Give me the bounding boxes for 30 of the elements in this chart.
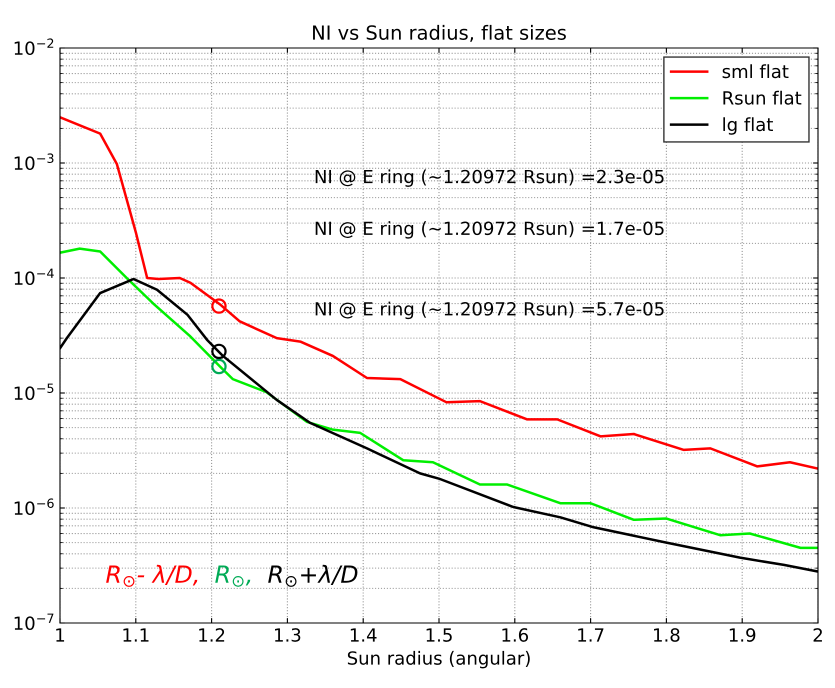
x-tick-label: 1 xyxy=(56,628,64,642)
y-tick-label: 10$^{−6}$ xyxy=(14,498,54,515)
chart-title: NI vs Sun radius, flat sizes xyxy=(313,24,566,42)
x-tick-label: 1.8 xyxy=(654,628,680,642)
annotation: R$_{⊙}$- λ/D, xyxy=(106,564,198,587)
annotation: NI @ E ring (~1.20972 Rsun) =1.7e-05 xyxy=(316,221,664,239)
y-tick-label: 10$^{−2}$ xyxy=(14,38,54,55)
x-tick-label: 1.3 xyxy=(275,628,300,642)
x-tick-label: 1.7 xyxy=(578,628,604,642)
line-series xyxy=(60,247,818,550)
x-tick-label: 1.2 xyxy=(199,628,224,642)
annotation: NI @ E ring (~1.20972 Rsun) =2.3e-05 xyxy=(316,169,664,187)
line-series xyxy=(60,116,818,470)
annotation: R$_{⊙}$+λ/D xyxy=(268,564,358,587)
x-tick-label: 1.9 xyxy=(730,628,756,642)
legend-label: Rsun flat xyxy=(723,90,802,105)
x-tick-label: 1.1 xyxy=(123,628,148,642)
x-tick-label: 2 xyxy=(814,628,822,642)
y-tick-label: 10$^{−7}$ xyxy=(14,614,54,630)
y-tick-label: 10$^{−4}$ xyxy=(14,268,54,285)
x-tick-label: 1.5 xyxy=(426,628,452,642)
annotation: NI @ E ring (~1.20972 Rsun) =5.7e-05 xyxy=(316,302,664,320)
x-axis-title: Sun radius (angular) xyxy=(348,650,530,668)
x-tick-label: 1.4 xyxy=(350,628,377,642)
y-tick-label: 10$^{−3}$ xyxy=(14,153,54,170)
x-tick-label: 1.6 xyxy=(502,628,528,642)
annotation: R$_{⊙}$, xyxy=(215,566,250,587)
legend-label: lg flat xyxy=(723,117,773,135)
y-tick-label: 10$^{−5}$ xyxy=(14,384,54,400)
legend-label: sml flat xyxy=(722,64,788,78)
